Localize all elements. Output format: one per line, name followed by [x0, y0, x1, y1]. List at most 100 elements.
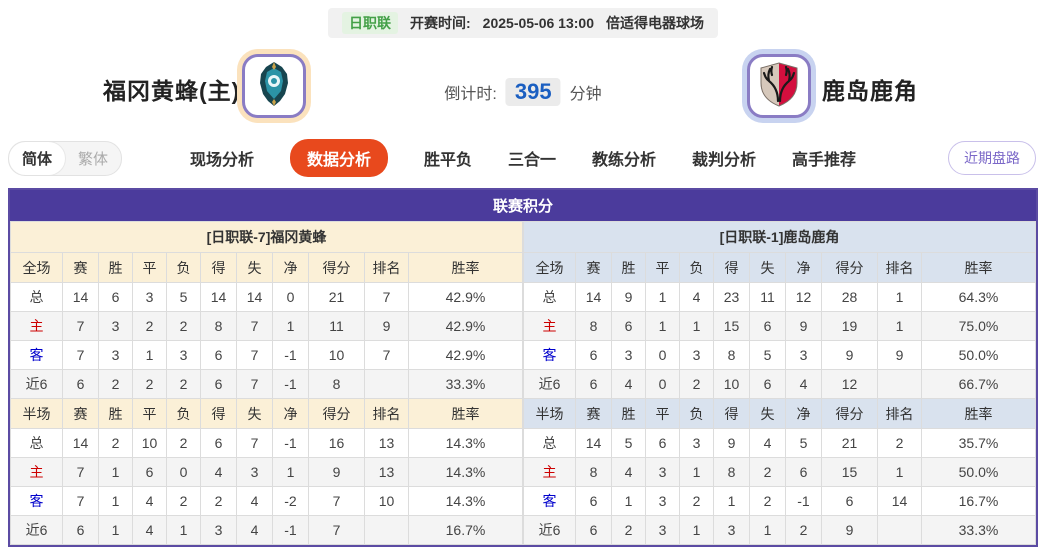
- tab-coach-analysis[interactable]: 教练分析: [592, 152, 657, 169]
- column-header: 胜率: [408, 398, 523, 429]
- stat-cell: 42.9%: [408, 311, 523, 341]
- column-header: 排名: [364, 252, 409, 283]
- stat-cell: 14: [877, 486, 922, 516]
- stat-cell: 14: [62, 282, 99, 312]
- stat-cell: -1: [272, 369, 309, 399]
- stat-cell: 75.0%: [921, 311, 1036, 341]
- stat-cell: 1: [166, 515, 201, 545]
- stat-cell: 4: [611, 457, 646, 487]
- stat-cell: 7: [364, 282, 409, 312]
- stat-cell: 6: [785, 457, 822, 487]
- tab-win-draw-lose[interactable]: 胜平负: [423, 152, 472, 169]
- stat-cell: 13: [364, 428, 409, 458]
- stat-cell: 2: [166, 428, 201, 458]
- stat-cell: 3: [200, 515, 237, 545]
- stat-cell: [364, 369, 409, 399]
- stat-cell: 9: [877, 340, 922, 370]
- stat-cell: 7: [62, 311, 99, 341]
- stat-cell: -1: [272, 515, 309, 545]
- stat-cell: 7: [236, 369, 273, 399]
- home-fulltime-column-header: 全场赛胜平负得失净得分 排名 胜率: [10, 252, 523, 283]
- tab-three-in-one[interactable]: 三合一: [507, 152, 556, 169]
- stat-cell: 5: [749, 340, 786, 370]
- tab-live-analysis[interactable]: 现场分析: [189, 152, 254, 169]
- away-fulltime-column-header: 全场赛胜平负得失净得分 排名 胜率: [523, 252, 1036, 283]
- tab-data-analysis[interactable]: 数据分析: [289, 139, 388, 177]
- stat-cell: 1: [679, 515, 714, 545]
- stat-cell: [364, 515, 409, 545]
- lang-traditional-button[interactable]: 繁体: [78, 150, 109, 168]
- section-title: 联赛积分: [10, 190, 1036, 221]
- stat-cell: 9: [611, 282, 646, 312]
- stat-cell: 15: [821, 457, 878, 487]
- row-label: 近6: [523, 369, 576, 399]
- table-row: 总 14 2 10 2 6 7 -1 16 13 14.3%: [10, 428, 523, 458]
- home-team-logo: [242, 54, 306, 118]
- stat-cell: -1: [785, 486, 822, 516]
- stat-cell: 4: [679, 282, 714, 312]
- row-label: 客: [523, 340, 576, 370]
- column-header: 赛: [575, 398, 612, 429]
- stat-cell: 14.3%: [408, 457, 523, 487]
- stat-cell: 6: [575, 515, 612, 545]
- column-header: 负: [679, 398, 714, 429]
- stat-cell: 10: [713, 369, 750, 399]
- recent-trend-button[interactable]: 近期盘路: [948, 141, 1036, 175]
- stat-cell: 1: [877, 311, 922, 341]
- stat-cell: -1: [272, 340, 309, 370]
- row-label: 客: [10, 486, 63, 516]
- column-header: 赛: [62, 252, 99, 283]
- column-header: 全场: [10, 252, 63, 283]
- stat-cell: 4: [785, 369, 822, 399]
- column-header: 负: [166, 398, 201, 429]
- stat-cell: 14: [575, 282, 612, 312]
- stat-cell: 21: [308, 282, 365, 312]
- stat-cell: 66.7%: [921, 369, 1036, 399]
- column-header: 平: [645, 398, 680, 429]
- stat-cell: 33.3%: [408, 369, 523, 399]
- stat-cell: 5: [166, 282, 201, 312]
- stat-cell: -2: [272, 486, 309, 516]
- stat-cell: 9: [308, 457, 365, 487]
- stat-cell: 2: [98, 369, 133, 399]
- away-table-header: [日职联-1]鹿岛鹿角: [523, 221, 1036, 253]
- stat-cell: 15: [713, 311, 750, 341]
- column-header: 得: [200, 252, 237, 283]
- stat-cell: 3: [645, 486, 680, 516]
- stat-cell: 6: [611, 311, 646, 341]
- away-fulltime-rows: 总 14 9 1 4 23 11 12 28 1 64.3% 主 8 6 1 1 15 6 9 19 1 75.0% 客 6 3…: [523, 282, 1036, 399]
- stat-cell: 1: [98, 486, 133, 516]
- tab-referee-analysis[interactable]: 裁判分析: [692, 152, 757, 169]
- stat-cell: 28: [821, 282, 878, 312]
- stat-cell: 6: [821, 486, 878, 516]
- column-header: 失: [749, 252, 786, 283]
- lang-simplified-button[interactable]: 简体: [9, 141, 66, 175]
- stat-cell: 6: [62, 369, 99, 399]
- stat-cell: 4: [132, 486, 167, 516]
- stat-cell: 1: [713, 486, 750, 516]
- tab-expert-picks[interactable]: 高手推荐: [792, 152, 857, 169]
- row-label: 近6: [10, 515, 63, 545]
- row-label: 主: [10, 457, 63, 487]
- stat-cell: 2: [132, 311, 167, 341]
- countdown-label: 倒计时:: [444, 86, 497, 103]
- table-row: 主 7 1 6 0 4 3 1 9 13 14.3%: [10, 457, 523, 487]
- stat-cell: 3: [166, 340, 201, 370]
- column-header: 得分: [308, 252, 365, 283]
- stat-cell: 14: [236, 282, 273, 312]
- column-header: 得: [200, 398, 237, 429]
- column-header: 净: [785, 252, 822, 283]
- stat-cell: 16.7%: [921, 486, 1036, 516]
- stat-cell: 0: [645, 369, 680, 399]
- stat-cell: 7: [62, 340, 99, 370]
- avispa-fukuoka-crest-icon: [254, 61, 294, 112]
- stat-cell: 12: [821, 369, 878, 399]
- column-header: 胜率: [921, 252, 1036, 283]
- stat-cell: 1: [645, 311, 680, 341]
- league-points-section: 联赛积分 [日职联-7]福冈黄蜂 全场赛胜平负得失净得分 排名 胜率 总 14 6 3 5 1…: [8, 188, 1038, 547]
- match-info-pill: 日职联 开赛时间: 2025-05-06 13:00 倍适得电器球场: [328, 8, 718, 38]
- table-row: 近6 6 4 0 2 10 6 4 12 66.7%: [523, 369, 1036, 399]
- tab-bar: 简体 繁体 现场分析 数据分析 胜平负 三合一 教练分析 裁判分析 高手推荐 近…: [0, 139, 1046, 177]
- column-header: 得: [713, 398, 750, 429]
- stat-cell: 10: [364, 486, 409, 516]
